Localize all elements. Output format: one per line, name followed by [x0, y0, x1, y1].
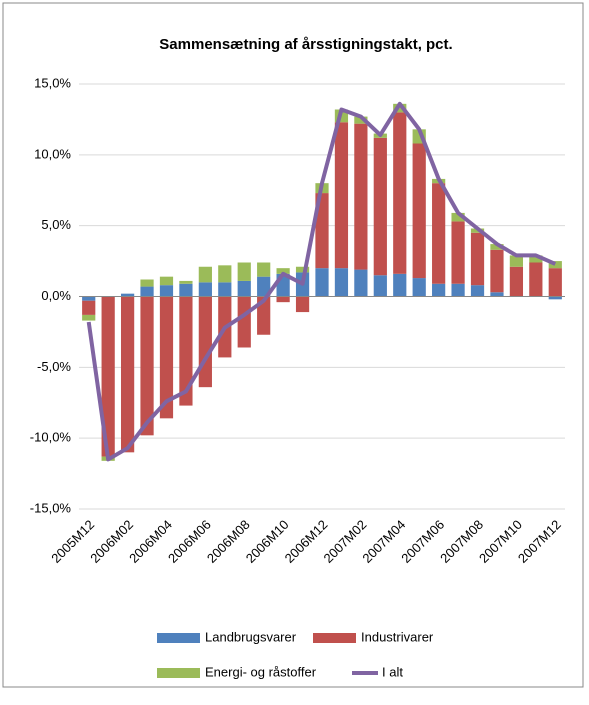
chart-frame [2, 2, 584, 688]
bar [120, 296, 135, 453]
bar [276, 296, 290, 303]
bar [218, 282, 232, 297]
y-tick-label: 10,0% [34, 146, 71, 161]
bar [509, 266, 524, 297]
bar [82, 296, 96, 301]
legend-swatch [157, 668, 200, 678]
bar [179, 280, 193, 284]
chart-title: Sammensætning af årsstigningstakt, pct. [159, 36, 452, 53]
legend-swatch [157, 633, 200, 643]
legend-label: Landbrugsvarer [205, 629, 297, 644]
line [86, 101, 557, 462]
bar [490, 244, 504, 250]
bar [470, 232, 485, 286]
bar [548, 261, 562, 269]
bar [159, 276, 174, 286]
bar [82, 300, 96, 315]
bar [393, 112, 407, 274]
bar [276, 268, 290, 274]
y-tick-label: -15,0% [30, 500, 72, 515]
bar [432, 283, 446, 297]
bar [509, 255, 524, 267]
bar [257, 296, 271, 335]
bar [237, 262, 251, 281]
bar [529, 255, 543, 263]
bar [490, 292, 504, 297]
bar [529, 262, 543, 297]
bar [354, 269, 368, 297]
bar [393, 103, 407, 113]
bar [140, 286, 154, 297]
bar [315, 268, 329, 297]
y-tick-label: -10,0% [30, 430, 72, 445]
bar [237, 296, 251, 348]
bar [354, 116, 368, 124]
bar [257, 262, 271, 277]
bar [159, 285, 174, 297]
bar [101, 296, 115, 457]
legend-label: Energi- og råstoffer [205, 664, 317, 679]
bar [412, 143, 426, 279]
bar [140, 296, 154, 436]
bar [393, 273, 407, 297]
bar [295, 296, 310, 313]
bar [218, 265, 232, 283]
legend-label: Industrivarer [361, 629, 434, 644]
y-tick-label: 0,0% [41, 288, 71, 303]
bar [257, 276, 271, 297]
bar [179, 296, 193, 406]
bar [82, 314, 96, 321]
y-tick-label: 5,0% [41, 217, 71, 232]
bar [334, 268, 349, 297]
bar [412, 278, 426, 297]
bar [432, 183, 446, 284]
bar [490, 249, 504, 293]
bar [548, 296, 562, 300]
bar [548, 268, 562, 297]
bar [315, 193, 329, 269]
bar [237, 280, 251, 297]
bar [140, 279, 154, 287]
bar [198, 266, 212, 283]
bar [451, 221, 465, 284]
bar [159, 296, 174, 419]
bar [470, 285, 485, 297]
bar [198, 296, 212, 388]
bar [354, 123, 368, 270]
bar [295, 266, 310, 273]
bar [373, 275, 387, 297]
legend-swatch [313, 633, 356, 643]
bar [334, 122, 349, 269]
legend-label: I alt [382, 664, 403, 679]
bar [451, 283, 465, 297]
bar [179, 283, 193, 297]
bar [373, 137, 387, 276]
bar [120, 293, 135, 297]
y-tick-label: -5,0% [37, 359, 71, 374]
bar [198, 282, 212, 297]
y-tick-label: 15,0% [34, 75, 71, 90]
bar [451, 212, 465, 222]
